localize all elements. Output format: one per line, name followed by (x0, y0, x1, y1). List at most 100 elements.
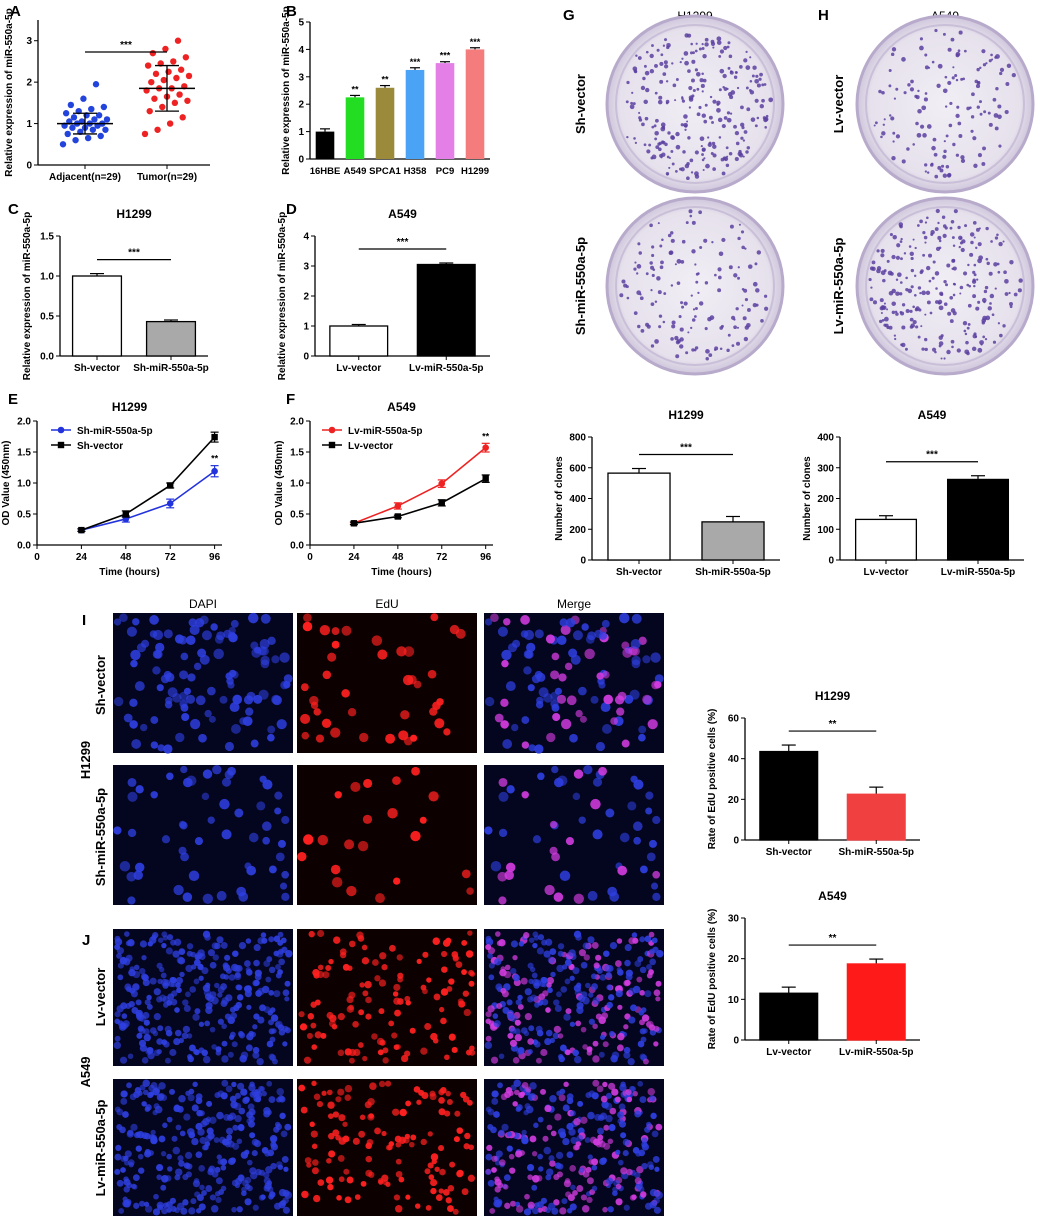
cell-nucleus (210, 1205, 219, 1213)
cell-nucleus (655, 1123, 663, 1131)
plate-rim (615, 24, 775, 184)
cell-nucleus (405, 1100, 412, 1107)
colony (649, 223, 653, 228)
colony (985, 62, 988, 65)
colony (986, 261, 990, 266)
colony (698, 301, 704, 306)
data-point (72, 136, 79, 144)
cell-nucleus (185, 1090, 191, 1096)
colony (717, 275, 722, 280)
bar (405, 69, 425, 159)
colony (682, 150, 686, 154)
colony (945, 134, 949, 138)
colony (951, 345, 954, 349)
colony (896, 243, 901, 248)
cell-nucleus (273, 1126, 280, 1133)
colony (999, 67, 1005, 72)
bar (701, 521, 765, 561)
colony (910, 285, 914, 289)
colony (626, 296, 630, 300)
cell-nucleus (327, 1113, 334, 1120)
cell-nucleus (557, 635, 567, 645)
cell-nucleus (123, 713, 133, 723)
colony (756, 116, 760, 120)
cell-nucleus (182, 1199, 189, 1206)
colony (719, 49, 725, 54)
cell-nucleus (461, 940, 468, 946)
colony (709, 315, 715, 320)
cell-nucleus (267, 733, 275, 742)
cell-nucleus (134, 681, 145, 692)
chart-title: H1299 (116, 207, 152, 221)
cell-nucleus (365, 1155, 373, 1163)
cell-nucleus (224, 741, 235, 752)
significance-label: ** (829, 933, 837, 944)
cell-nucleus (187, 673, 196, 682)
cell-nucleus (141, 954, 147, 961)
cell-nucleus (645, 1121, 652, 1128)
colony (690, 171, 694, 174)
data-point (166, 500, 174, 507)
colony (643, 143, 647, 147)
cell-nucleus (641, 1162, 648, 1170)
edu-row-label: Sh-miR-550a-5p (93, 788, 108, 886)
cell-nucleus (152, 649, 162, 659)
cell-nucleus (371, 1033, 378, 1040)
colony (899, 224, 903, 229)
cell-nucleus (248, 832, 259, 843)
cell-nucleus (260, 613, 271, 624)
colony (651, 245, 655, 249)
colony (655, 145, 660, 150)
cell-nucleus (193, 1049, 200, 1056)
colony (963, 329, 967, 333)
cell-nucleus (557, 950, 564, 957)
colony (659, 244, 663, 248)
colony (644, 70, 650, 76)
colony (943, 302, 948, 306)
cell-nucleus (326, 1011, 334, 1019)
colony (963, 49, 967, 53)
cell-nucleus (313, 1194, 321, 1203)
cell-nucleus (435, 1194, 443, 1201)
cell-nucleus (562, 1137, 570, 1146)
cell-nucleus (275, 964, 281, 970)
colony (983, 289, 988, 294)
colony (639, 296, 644, 301)
colony (940, 357, 943, 360)
cell-nucleus (463, 1008, 471, 1017)
cell-nucleus (537, 934, 545, 941)
cell-nucleus (123, 1178, 131, 1186)
cell-nucleus (523, 649, 533, 659)
colony (932, 260, 936, 264)
data-point (211, 467, 218, 475)
y-tick-label: 1 (303, 322, 309, 333)
bar (846, 793, 906, 841)
cell-nucleus (461, 869, 471, 879)
colony (924, 170, 927, 173)
cell-nucleus (198, 1110, 205, 1117)
colony (942, 224, 947, 228)
cell-nucleus (353, 1048, 361, 1057)
colony (725, 146, 729, 150)
colony (941, 164, 945, 168)
cell-nucleus (520, 630, 529, 638)
colony (905, 276, 908, 280)
cell-nucleus (346, 885, 357, 897)
colony (689, 158, 694, 163)
colony (996, 233, 999, 237)
colony (632, 102, 636, 106)
cell-nucleus (199, 1136, 207, 1144)
cell-nucleus (396, 954, 403, 961)
cell-nucleus (280, 882, 288, 890)
cell-nucleus (566, 1093, 574, 1100)
y-tick-label: 0 (580, 556, 586, 567)
colony (716, 40, 722, 45)
cell-nucleus (252, 1051, 260, 1059)
colony (688, 85, 693, 91)
y-axis-label: OD Value (450nm) (1, 440, 12, 525)
cell-nucleus (398, 1176, 405, 1183)
colony (938, 239, 942, 243)
colony (681, 97, 684, 100)
y-tick-label: 5 (298, 18, 304, 29)
